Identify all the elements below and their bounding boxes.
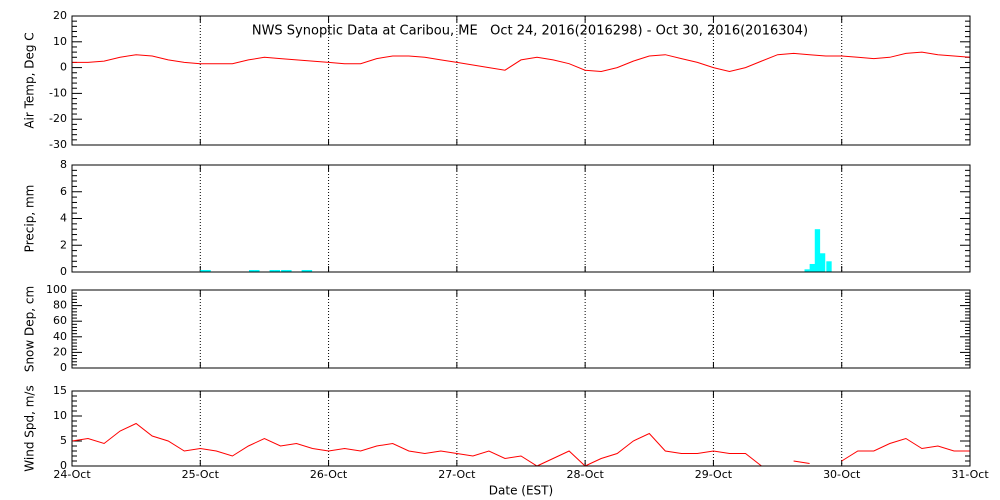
- bar: [306, 269, 313, 272]
- data-line: [71, 422, 970, 467]
- y-tick-label: -20: [49, 112, 67, 125]
- bar: [286, 269, 292, 272]
- y-tick-label: -30: [49, 138, 67, 151]
- y-axis-label: Air Temp, Deg C: [23, 32, 37, 128]
- y-tick-label: 8: [60, 158, 67, 171]
- y-tick-label: 15: [53, 384, 67, 397]
- plot-frame: [71, 289, 971, 369]
- y-tick-label: 80: [53, 299, 67, 312]
- bar: [804, 269, 810, 272]
- chart-title: NWS Synoptic Data at Caribou, ME Oct 24,…: [252, 24, 808, 39]
- y-tick-label: 40: [53, 330, 67, 343]
- bar: [205, 269, 211, 272]
- bar: [254, 269, 260, 272]
- bar: [809, 263, 815, 272]
- x-tick-label: 29-Oct: [695, 468, 733, 481]
- y-tick-label: 20: [53, 9, 67, 22]
- y-tick-label: 0: [60, 459, 67, 472]
- bar: [269, 269, 275, 272]
- y-tick-label: 20: [53, 345, 67, 358]
- bar: [200, 269, 206, 272]
- data-line: [72, 51, 971, 73]
- x-axis-label: Date (EST): [489, 484, 553, 498]
- y-tick-label: 10: [53, 409, 67, 422]
- x-tick-label: 26-Oct: [310, 468, 348, 481]
- y-tick-label: 0: [60, 61, 67, 74]
- x-tick-label: 31-Oct: [951, 468, 989, 481]
- y-tick-label: 0: [60, 265, 67, 278]
- x-tick-label: 28-Oct: [566, 468, 604, 481]
- x-tick-label: 25-Oct: [182, 468, 220, 481]
- x-tick-label: 30-Oct: [823, 468, 861, 481]
- y-axis-label: Precip, mm: [23, 185, 37, 253]
- y-tick-label: 4: [60, 212, 67, 225]
- plot-frame: [71, 164, 971, 273]
- plot-frame: [71, 15, 971, 146]
- bar: [819, 253, 826, 272]
- y-tick-label: 2: [60, 238, 67, 251]
- y-axis-label: Wind Spd, m/s: [23, 385, 37, 471]
- x-tick-label: 27-Oct: [438, 468, 476, 481]
- bar: [826, 261, 832, 272]
- y-tick-label: 5: [60, 434, 67, 447]
- x-tick-label: 24-Oct: [53, 468, 91, 481]
- bar: [274, 269, 281, 272]
- bar: [814, 229, 821, 272]
- y-axis-label: Snow Dep, cm: [23, 286, 37, 372]
- y-tick-label: 6: [60, 185, 67, 198]
- bar: [301, 269, 307, 272]
- y-tick-label: -10: [49, 86, 67, 99]
- plot-frame: [71, 390, 971, 467]
- y-tick-label: 100: [46, 283, 67, 296]
- y-tick-label: 10: [53, 35, 67, 48]
- bar: [281, 269, 287, 272]
- bar: [249, 269, 255, 272]
- y-tick-label: 0: [60, 361, 67, 374]
- y-tick-label: 60: [53, 314, 67, 327]
